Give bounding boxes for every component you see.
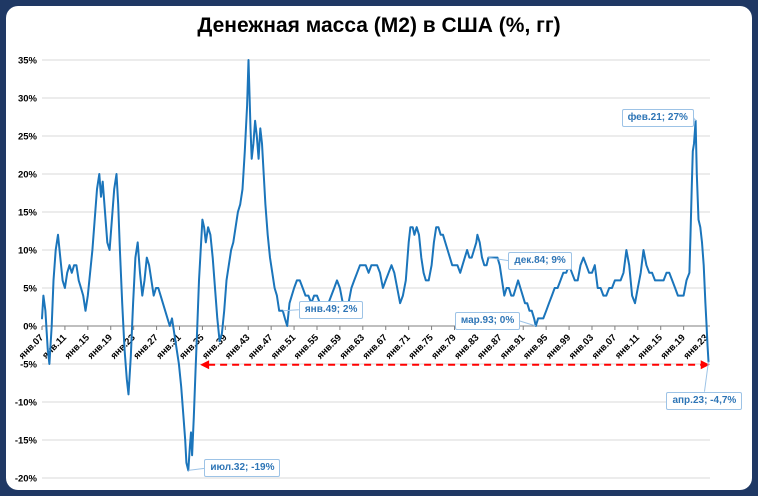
x-axis-label: янв.63 (338, 332, 367, 361)
annotation-feb21: фев.21; 27% (621, 108, 694, 127)
x-axis-label: янв.87 (475, 332, 504, 361)
x-axis-label: янв.59 (315, 332, 344, 361)
x-axis-label: янв.47 (246, 332, 275, 361)
x-axis-label: янв.99 (544, 332, 573, 361)
m2-series-line (41, 59, 710, 472)
annotation-jul32: июл.32; -19% (204, 459, 281, 478)
x-axis-label: янв.43 (223, 332, 252, 361)
annotation-jan49: янв.49; 2% (298, 300, 364, 319)
x-axis-label: янв.19 (659, 332, 688, 361)
y-axis-label: -15% (15, 436, 38, 447)
x-axis-label: янв.07 (590, 332, 619, 361)
annotation-connector (282, 309, 299, 312)
annotation-connector (488, 257, 509, 262)
x-axis-label: янв.67 (361, 332, 390, 361)
chart-title: Денежная масса (М2) в США (%, гг) (197, 14, 561, 37)
y-axis-label: 15% (18, 208, 38, 219)
x-axis-label: янв.27 (131, 332, 160, 361)
x-axis-label: янв.79 (429, 332, 458, 361)
x-axis-label: янв.07 (17, 332, 46, 361)
annotation-connector (703, 361, 709, 392)
annotation-connector (188, 467, 205, 471)
arrowhead-right-icon (700, 360, 710, 370)
x-axis-label: янв.83 (452, 332, 481, 361)
x-axis-label: янв.03 (567, 332, 596, 361)
y-axis-label: 5% (23, 284, 37, 295)
y-axis-label: -10% (15, 398, 38, 409)
line-chart-canvas: -20% -15% -10% -5% 0% 5% 10% 15% 20% 25% 30% 35% янв… (15, 56, 711, 485)
annotation-dec84: дек.84; 9% (508, 251, 572, 270)
y-axis-label: -5% (20, 360, 37, 371)
annotation-apr23: апр.23; -4,7% (666, 391, 743, 410)
annotation-mar93: мар.93; 0% (454, 312, 521, 330)
y-axis-label: 0% (23, 322, 37, 333)
y-axis-label: 35% (18, 56, 38, 67)
y-axis-label: 30% (18, 94, 38, 105)
y-axis-label: 25% (18, 132, 38, 143)
y-axis-label: -20% (15, 474, 38, 485)
chart-panel: Денежная масса (М2) в США (%, гг) -20% -1… (6, 6, 752, 490)
y-axis-label: 10% (18, 246, 38, 257)
x-axis-label: янв.39 (200, 332, 229, 361)
x-axis-label: янв.19 (86, 332, 115, 361)
arrowhead-left-icon (200, 360, 210, 370)
y-axis-label: 20% (18, 170, 38, 181)
annotation-connector (519, 320, 536, 327)
